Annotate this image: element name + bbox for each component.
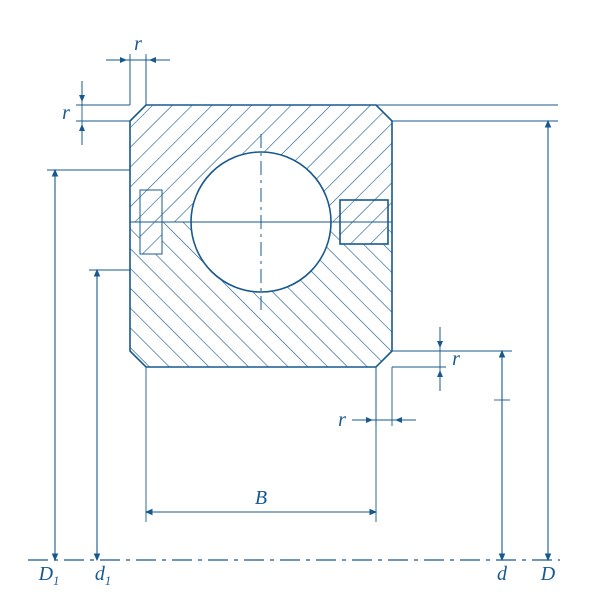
dim-label: r: [338, 409, 346, 431]
dim-label: d: [497, 563, 508, 585]
dim-label: r: [134, 33, 142, 55]
dim-label: d1: [95, 563, 111, 588]
dim-label: D1: [38, 563, 60, 588]
dim-label: B: [255, 487, 267, 509]
dim-label: r: [62, 102, 70, 124]
dim-label: r: [452, 348, 460, 370]
dim-label: D: [540, 563, 556, 585]
spacer: [140, 190, 162, 254]
bearing-section: [28, 105, 560, 560]
